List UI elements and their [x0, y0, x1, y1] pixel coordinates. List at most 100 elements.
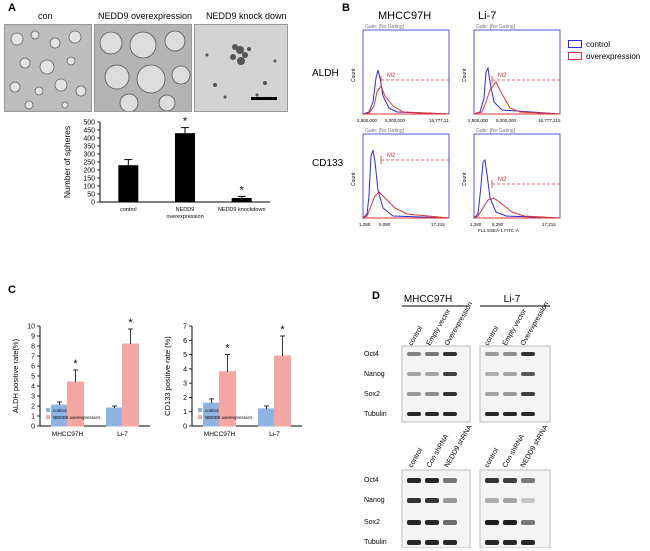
- legend-label: control: [205, 408, 219, 413]
- blot-band: [485, 372, 499, 376]
- y-tick-label: 2: [183, 395, 187, 402]
- legend-swatch-overexpression: [568, 52, 582, 60]
- gate-text: Gate: [No Gating]: [365, 128, 405, 134]
- protein-label-sox2: Sox2: [364, 519, 380, 526]
- bar: [175, 133, 195, 202]
- y-tick-label: 8: [31, 344, 35, 351]
- blot-band: [443, 498, 457, 503]
- y-tick-label: 9: [31, 334, 35, 341]
- panel-label-b: B: [342, 2, 350, 14]
- blot-band: [425, 478, 439, 483]
- y-tick-label: 3: [31, 394, 35, 401]
- blot-band: [425, 372, 439, 376]
- tick-label: 17,215: [431, 222, 445, 227]
- significance-star: *: [225, 343, 230, 355]
- lane-label: NEDD9 shRNA: [520, 424, 550, 469]
- blot-band: [407, 392, 421, 396]
- flow-histogram-cd133-li7: Gate: [No Gating] Count M2 1,280 5,280 1…: [462, 128, 561, 233]
- blot-band: [521, 540, 535, 545]
- axis-y-label: Count: [462, 68, 468, 82]
- y-tick-label: 350: [83, 144, 95, 151]
- blot-band: [521, 352, 535, 356]
- y-tick-label: 4: [31, 384, 35, 391]
- flow-histogram-aldh-mhcc97h: Gate: [No Gating] Count M2 2,500,000 5,0…: [351, 24, 450, 123]
- blot-band: [503, 352, 517, 356]
- y-axis-label: ALDH positive rate(%): [11, 338, 20, 413]
- blot-band: [503, 498, 517, 503]
- legend-swatch: [46, 408, 50, 412]
- flow-legend: control overexpression: [568, 38, 640, 62]
- significance-star: *: [280, 324, 285, 336]
- lane-label: control: [408, 325, 425, 347]
- micrograph-control-image: [5, 25, 91, 111]
- protein-label-nanog: Nanog: [364, 497, 385, 504]
- axis-y-label: Count: [351, 172, 357, 186]
- blot-band: [425, 352, 439, 356]
- panel-label-d: D: [372, 290, 380, 302]
- blot-band: [503, 520, 517, 525]
- x-tick-label: overexpression: [166, 214, 203, 220]
- tick-label: 1,280: [470, 222, 482, 227]
- x-tick-label: NEDD9: [176, 207, 195, 213]
- blot-band: [443, 352, 457, 356]
- y-tick-label: 300: [83, 152, 95, 159]
- blot-band: [485, 478, 499, 483]
- bar: [274, 355, 291, 427]
- micrograph-overexpression: [94, 24, 192, 112]
- y-tick-label: 7: [31, 354, 35, 361]
- blot-band: [485, 498, 499, 503]
- y-tick-label: 2: [31, 404, 35, 411]
- blot-band: [521, 392, 535, 396]
- blot-band: [443, 520, 457, 525]
- y-axis-label: CD133 positive rate (%): [163, 336, 172, 416]
- x-tick-label: MHCC97H: [204, 431, 236, 438]
- tick-label: 5,000,000: [496, 118, 517, 123]
- tick-label: 16,777,21: [429, 118, 450, 123]
- blot-band: [485, 412, 499, 416]
- blot-band: [443, 412, 457, 416]
- x-tick-label: control: [120, 207, 137, 213]
- blot-band: [443, 392, 457, 396]
- marker-m2: M2: [498, 73, 507, 79]
- micrograph-overexpression-image: [95, 25, 191, 111]
- y-tick-label: 1: [31, 414, 35, 421]
- significance-star: *: [183, 116, 188, 128]
- y-tick-label: 0: [91, 200, 95, 207]
- y-tick-label: 150: [83, 176, 95, 183]
- blot-band: [485, 540, 499, 545]
- micro-title-con: con: [38, 11, 53, 21]
- blot-frame: [401, 345, 471, 423]
- blot-band: [407, 352, 421, 356]
- panel-label-c: C: [8, 284, 16, 296]
- legend-label: NEDD9 overexpression: [205, 415, 253, 420]
- y-tick-label: 4: [183, 366, 187, 373]
- blot-band: [521, 478, 535, 483]
- y-tick-label: 50: [87, 192, 95, 199]
- y-tick-label: 6: [183, 338, 187, 345]
- blot-band: [407, 478, 421, 483]
- y-tick-label: 5: [183, 352, 187, 359]
- blot-band: [407, 372, 421, 376]
- flow-row-label-cd133: CD133: [312, 158, 344, 169]
- y-tick-label: 3: [183, 381, 187, 388]
- lane-label: control: [484, 325, 501, 347]
- blot-band: [443, 372, 457, 376]
- y-tick-label: 0: [183, 424, 187, 431]
- blot-band: [485, 392, 499, 396]
- legend-item-control: control: [568, 38, 640, 50]
- protein-label-oct4: Oct4: [364, 351, 379, 358]
- cd133-rate-chart: 0 1 2 3 4 5 6 7 CD133 positive rate (%) * MHCC97H *…: [163, 324, 302, 438]
- blot-band: [503, 392, 517, 396]
- y-tick-label: 10: [27, 324, 35, 331]
- x-tick-label: Li-7: [269, 431, 280, 438]
- tick-label: 5,000,000: [385, 118, 406, 123]
- micro-title-knockdown: NEDD9 knock down: [206, 11, 287, 21]
- legend-swatch: [46, 415, 50, 419]
- tick-label: 2,500,000: [357, 118, 378, 123]
- bar: [122, 343, 139, 427]
- flow-row-label-aldh: ALDH: [312, 68, 339, 79]
- axis-y-label: Count: [462, 172, 468, 186]
- y-tick-label: 1: [183, 409, 187, 416]
- blot-band: [407, 412, 421, 416]
